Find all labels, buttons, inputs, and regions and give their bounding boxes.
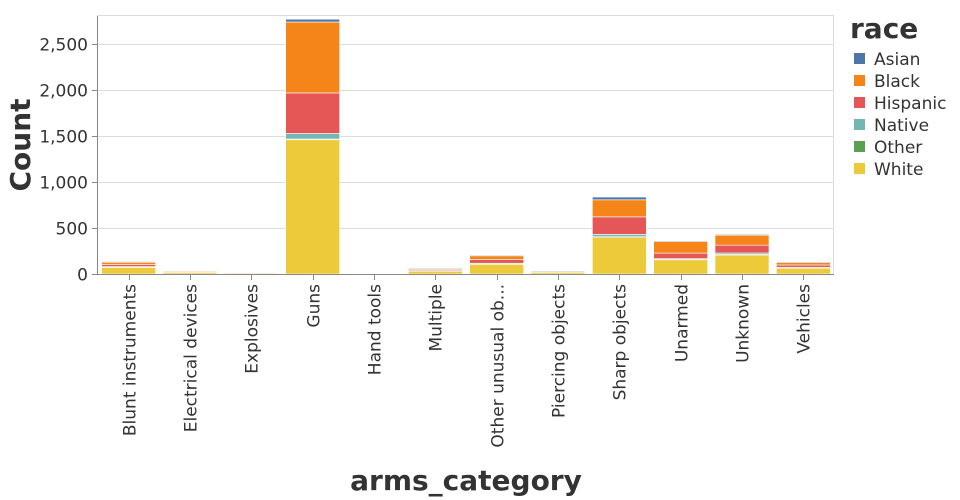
- bar-segment: [101, 266, 156, 275]
- bar-segment: [469, 254, 524, 257]
- bar-segment: [530, 270, 586, 272]
- legend-label: Black: [874, 72, 920, 92]
- legend-label: White: [874, 160, 923, 180]
- bar-segment: [285, 133, 340, 140]
- y-tick-label: 2,500: [39, 36, 88, 56]
- bar-segment: [653, 240, 708, 254]
- legend-swatch: [854, 97, 865, 108]
- legend-label: Other: [874, 138, 922, 158]
- bar-segment: [653, 252, 708, 259]
- bar-segment: [101, 261, 156, 263]
- x-tick-label: Guns: [305, 284, 325, 328]
- x-tick-label: Blunt instruments: [121, 284, 141, 436]
- bar-segment: [592, 196, 647, 201]
- bar-segment: [776, 261, 831, 263]
- bar-segment: [592, 234, 647, 237]
- bar-segment: [714, 234, 770, 246]
- y-tick-label: 1,500: [39, 128, 88, 148]
- y-axis-title: Count: [4, 98, 37, 191]
- y-tick-label: 500: [56, 220, 88, 240]
- x-tick-label: Explosives: [243, 284, 263, 374]
- bar-segment: [714, 254, 770, 275]
- bar-segment: [592, 236, 647, 275]
- bar-segment: [285, 21, 340, 94]
- legend-swatch: [854, 163, 865, 174]
- y-tick-label: 0: [77, 266, 88, 286]
- legend-swatch: [854, 119, 865, 130]
- x-tick-label: Piercing objects: [550, 284, 570, 418]
- legend-label: Native: [874, 116, 929, 136]
- bar-segment: [285, 18, 340, 23]
- bar-segment: [224, 272, 279, 275]
- bar-segment: [653, 240, 708, 242]
- x-tick-label: Unarmed: [673, 284, 693, 362]
- y-tick-label: 1,000: [39, 174, 88, 194]
- legend-swatch: [854, 75, 865, 86]
- x-tick-label: Sharp objects: [611, 284, 631, 401]
- x-tick-label: Other unusual ob...: [489, 284, 509, 448]
- legend-swatch: [854, 53, 865, 64]
- x-tick-label: Electrical devices: [182, 284, 202, 432]
- bar-segment: [162, 270, 218, 273]
- bar-segment: [714, 244, 770, 254]
- legend-label: Hispanic: [874, 94, 946, 114]
- bar-segment: [101, 264, 156, 267]
- bar-segment: [285, 92, 340, 134]
- bar-segment: [469, 263, 524, 275]
- bar-segment: [469, 259, 524, 264]
- x-tick-label: Hand tools: [366, 284, 386, 375]
- x-axis-title: arms_category: [350, 464, 582, 497]
- bar-segment: [653, 258, 708, 275]
- bar-segment: [592, 216, 647, 235]
- bar-segment: [776, 264, 831, 268]
- legend-title: race: [850, 12, 918, 45]
- x-axis: Blunt instruments Electrical devices Explo…: [98, 274, 834, 448]
- x-tick-label: Vehicles: [795, 284, 815, 354]
- x-tick-label: Multiple: [427, 284, 447, 352]
- bar-segment: [408, 267, 463, 270]
- y-tick-label: 2,000: [39, 82, 88, 102]
- legend-label: Asian: [874, 50, 920, 70]
- bar-segment: [714, 234, 770, 236]
- y-axis: 0 500 1,000 1,500 2,000 2,500: [39, 16, 98, 286]
- x-tick-label: Unknown: [734, 284, 754, 363]
- bar-segment: [285, 139, 340, 275]
- bars: [101, 18, 831, 276]
- legend-swatch: [854, 141, 865, 152]
- bar-segment: [592, 199, 647, 218]
